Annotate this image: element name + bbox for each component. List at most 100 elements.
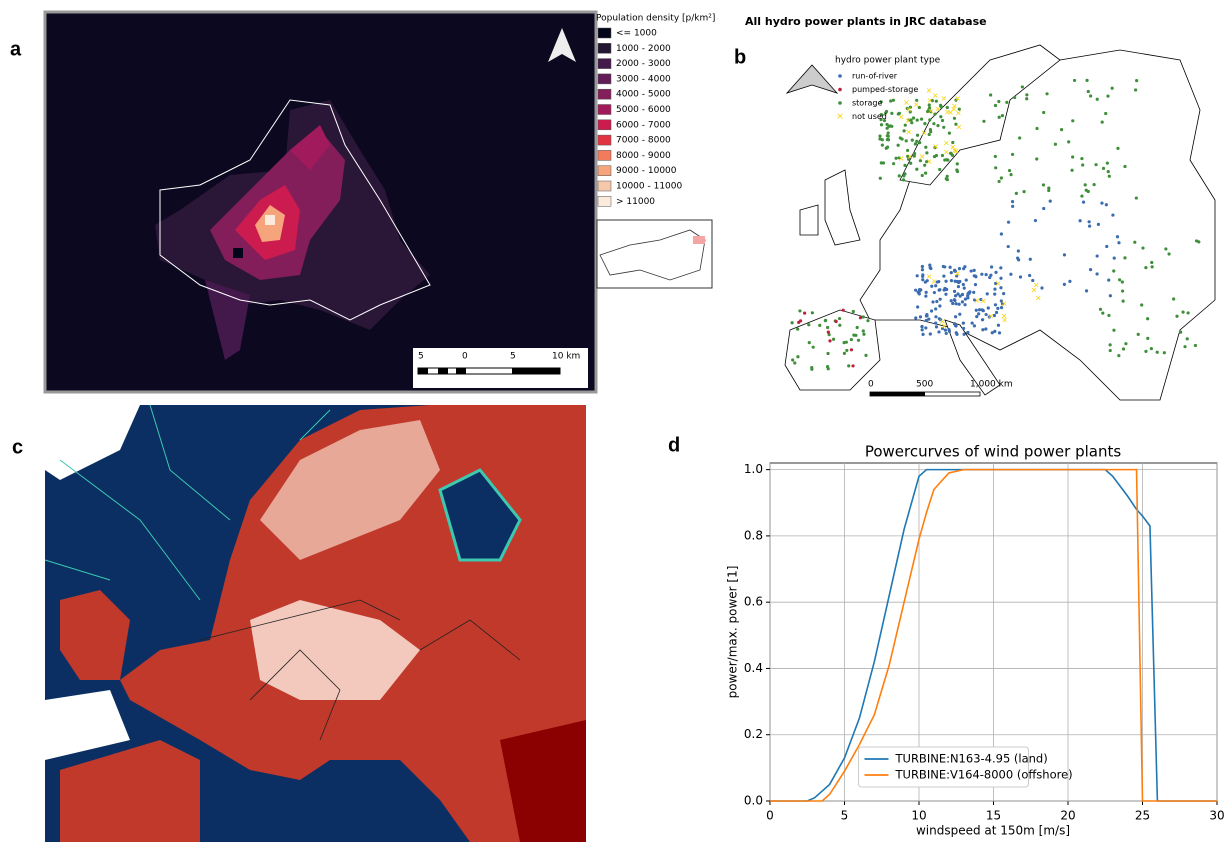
map-point bbox=[954, 315, 957, 318]
map-point bbox=[903, 164, 906, 167]
map-point bbox=[1140, 303, 1143, 306]
map-point: × bbox=[974, 296, 981, 305]
map-point bbox=[981, 328, 984, 331]
map-point bbox=[1108, 175, 1111, 178]
map-point bbox=[902, 178, 905, 181]
map-point bbox=[864, 354, 867, 357]
map-point bbox=[959, 294, 962, 297]
map-point bbox=[1144, 266, 1147, 269]
map-point bbox=[1054, 143, 1057, 146]
legend-swatch bbox=[598, 150, 611, 160]
map-point bbox=[1111, 87, 1114, 90]
map-point bbox=[951, 302, 954, 305]
map-point: × bbox=[934, 104, 941, 113]
map-point bbox=[811, 311, 814, 314]
map-point bbox=[890, 112, 893, 115]
map-point bbox=[993, 288, 996, 291]
map-point bbox=[956, 170, 959, 173]
map-point bbox=[925, 151, 928, 154]
legend-label: 6000 - 7000 bbox=[616, 120, 671, 130]
map-point bbox=[1049, 200, 1052, 203]
map-point: × bbox=[1001, 299, 1008, 308]
map-point bbox=[827, 367, 830, 370]
map-point bbox=[1135, 196, 1138, 199]
map-point bbox=[1123, 256, 1126, 259]
map-point: × bbox=[919, 152, 926, 161]
legend-marker bbox=[838, 88, 842, 92]
map-point bbox=[1113, 257, 1116, 260]
map-point bbox=[942, 126, 945, 129]
map-point bbox=[1134, 88, 1137, 91]
map-point bbox=[920, 117, 923, 120]
map-point bbox=[925, 319, 928, 322]
map-point bbox=[892, 162, 895, 165]
map-point bbox=[793, 361, 796, 364]
map-point bbox=[949, 266, 952, 269]
map-point bbox=[947, 328, 950, 331]
map-point bbox=[1070, 169, 1073, 172]
panel-label: c bbox=[12, 436, 23, 458]
x-axis-label: windspeed at 150m [m/s] bbox=[916, 824, 1070, 838]
map-point bbox=[1047, 189, 1050, 192]
map-point bbox=[878, 134, 881, 137]
map-point bbox=[1087, 90, 1090, 93]
map-point bbox=[1101, 121, 1104, 124]
map-point bbox=[1034, 219, 1037, 222]
map-a bbox=[45, 12, 712, 392]
panel-label: a bbox=[10, 38, 22, 60]
map-point bbox=[920, 325, 923, 328]
map-point bbox=[1018, 136, 1021, 139]
legend-marker: × bbox=[836, 112, 844, 122]
map-point bbox=[1009, 173, 1012, 176]
map-point bbox=[935, 325, 938, 328]
map-point bbox=[887, 131, 890, 134]
map-point bbox=[1117, 241, 1120, 244]
scale-label: 5 bbox=[510, 352, 516, 362]
map-point: × bbox=[903, 98, 910, 107]
map-point bbox=[925, 291, 928, 294]
map-point bbox=[953, 290, 956, 293]
map-point bbox=[994, 271, 997, 274]
map-point bbox=[1104, 112, 1107, 115]
map-point bbox=[1000, 176, 1003, 179]
map-point bbox=[1112, 269, 1115, 272]
scale-label: 1,000 km bbox=[970, 380, 1013, 390]
map-point: × bbox=[943, 138, 950, 147]
map-point bbox=[1111, 213, 1114, 216]
map-point bbox=[1084, 183, 1087, 186]
map-point: × bbox=[907, 152, 914, 161]
map-point bbox=[1011, 205, 1014, 208]
map-point bbox=[989, 93, 992, 96]
map-point bbox=[948, 132, 951, 135]
legend: run-of-riverpumped-storagestorage×not us… bbox=[836, 72, 918, 123]
map-point: × bbox=[898, 113, 905, 122]
map-point bbox=[1035, 127, 1038, 130]
map-point bbox=[791, 321, 794, 324]
y-tick-label: 0.0 bbox=[744, 794, 763, 808]
map-point bbox=[843, 341, 846, 344]
map-point bbox=[1137, 333, 1140, 336]
map-point bbox=[915, 168, 918, 171]
map-point bbox=[934, 307, 937, 310]
map-point bbox=[843, 352, 846, 355]
map-point bbox=[879, 177, 882, 180]
map-point bbox=[1197, 240, 1200, 243]
map-point bbox=[924, 294, 927, 297]
map-point bbox=[886, 138, 889, 141]
map-point: × bbox=[905, 116, 912, 125]
map-point bbox=[973, 324, 976, 327]
map-point bbox=[881, 144, 884, 147]
legend-title: hydro power plant type bbox=[835, 56, 941, 66]
map-point bbox=[997, 324, 1000, 327]
map-point bbox=[1079, 219, 1082, 222]
x-tick-label: 10 bbox=[911, 809, 926, 823]
map-point: × bbox=[926, 272, 933, 281]
map-point bbox=[838, 324, 841, 327]
map-point bbox=[1008, 169, 1011, 172]
map-point bbox=[986, 292, 989, 295]
map-point bbox=[1071, 119, 1074, 122]
legend-marker bbox=[838, 74, 842, 78]
map-point bbox=[1105, 245, 1108, 248]
map-point bbox=[1087, 190, 1090, 193]
map-point bbox=[1085, 79, 1088, 82]
